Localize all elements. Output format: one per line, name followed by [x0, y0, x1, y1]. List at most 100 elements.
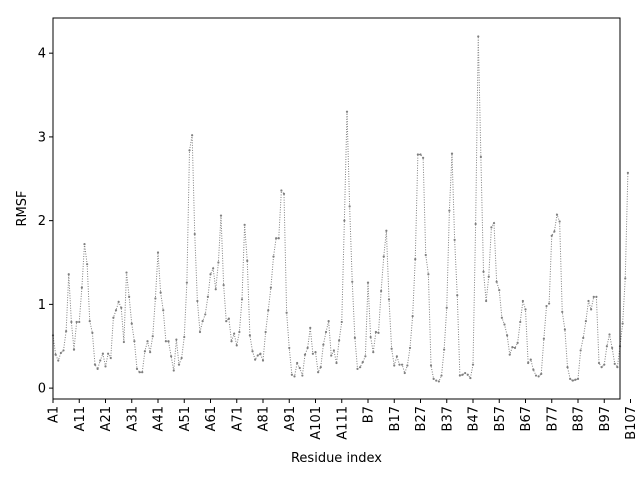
data-point	[361, 361, 364, 364]
data-point	[387, 298, 391, 301]
data-point	[254, 358, 257, 361]
data-point	[422, 156, 425, 159]
data-point	[414, 258, 417, 261]
data-point	[264, 330, 267, 334]
data-point	[335, 361, 338, 365]
data-point	[540, 372, 543, 375]
data-point	[500, 316, 503, 319]
data-point	[217, 261, 220, 264]
data-point	[109, 356, 112, 360]
data-point	[267, 309, 270, 312]
data-point	[487, 275, 490, 278]
data-point	[550, 234, 553, 237]
data-point	[364, 355, 367, 358]
data-point	[128, 295, 131, 298]
data-point	[101, 352, 104, 355]
data-point	[416, 153, 419, 156]
data-point	[443, 348, 446, 351]
x-axis: A1 A11 A21 A31 A41 A51 A61 A71 A81 A91 A101 A111 B7 B…	[47, 399, 639, 440]
data-point	[338, 339, 341, 342]
data-point	[595, 295, 598, 298]
data-point	[204, 313, 207, 316]
data-point	[277, 237, 280, 240]
data-point	[584, 320, 587, 323]
data-point	[498, 289, 501, 292]
data-point	[227, 317, 230, 320]
data-point	[141, 371, 144, 374]
data-point	[608, 333, 611, 336]
data-point	[576, 377, 580, 380]
data-point	[243, 223, 246, 226]
data-point	[432, 377, 435, 380]
data-point	[198, 330, 202, 334]
data-point	[532, 368, 535, 371]
data-point	[156, 251, 160, 254]
x-tick-label: B27	[414, 406, 429, 431]
data-point	[112, 316, 115, 319]
data-point	[288, 346, 291, 350]
data-point	[624, 277, 627, 280]
x-tick-label: B107	[624, 406, 639, 440]
data-point	[366, 281, 370, 284]
data-point	[225, 320, 228, 323]
data-point	[582, 336, 585, 339]
data-point	[324, 330, 328, 334]
data-point	[521, 299, 524, 303]
data-point	[303, 353, 307, 356]
data-point	[569, 377, 572, 380]
data-point	[527, 361, 530, 365]
data-point	[114, 309, 118, 312]
data-point	[579, 349, 582, 352]
plot-frame	[52, 17, 621, 400]
data-point	[408, 346, 412, 350]
data-point	[469, 376, 472, 380]
data-point	[587, 299, 590, 303]
data-point	[251, 350, 254, 353]
data-point	[311, 352, 314, 355]
data-point	[485, 299, 488, 303]
data-point	[369, 335, 372, 339]
data-point	[474, 222, 477, 226]
data-point	[133, 340, 136, 343]
data-point	[138, 371, 141, 374]
x-tick-label: A41	[152, 406, 167, 431]
data-point	[83, 242, 86, 246]
data-point	[448, 209, 451, 212]
data-point	[380, 289, 383, 293]
x-tick-label: B47	[467, 406, 482, 431]
data-point	[508, 353, 511, 356]
data-point	[327, 320, 330, 323]
data-point	[57, 359, 60, 362]
data-point	[345, 110, 349, 113]
data-point	[429, 364, 433, 367]
data-point	[151, 335, 154, 338]
x-tick-label: A31	[125, 406, 140, 431]
data-point	[566, 366, 569, 369]
data-point	[154, 297, 157, 300]
x-tick-label: A111	[335, 406, 350, 440]
data-point	[319, 366, 322, 369]
data-point	[65, 330, 68, 333]
data-point	[259, 352, 262, 355]
data-point	[248, 334, 251, 337]
data-point	[183, 335, 186, 339]
x-tick-label: A21	[99, 406, 114, 431]
y-tick-label: 0	[38, 382, 46, 397]
data-point	[222, 284, 225, 287]
data-point	[185, 281, 188, 284]
data-point	[67, 273, 70, 276]
data-point	[592, 295, 595, 298]
data-point	[246, 259, 249, 262]
data-point	[285, 311, 288, 314]
data-point	[107, 352, 110, 355]
data-point	[519, 320, 522, 324]
data-point	[209, 273, 212, 276]
data-point	[411, 315, 414, 318]
x-tick-label: B17	[388, 406, 403, 431]
data-point	[419, 153, 422, 156]
x-tick-label: A61	[204, 406, 219, 431]
x-tick-label: A101	[309, 406, 324, 440]
data-point	[495, 280, 498, 283]
x-tick-label: A91	[283, 406, 298, 431]
